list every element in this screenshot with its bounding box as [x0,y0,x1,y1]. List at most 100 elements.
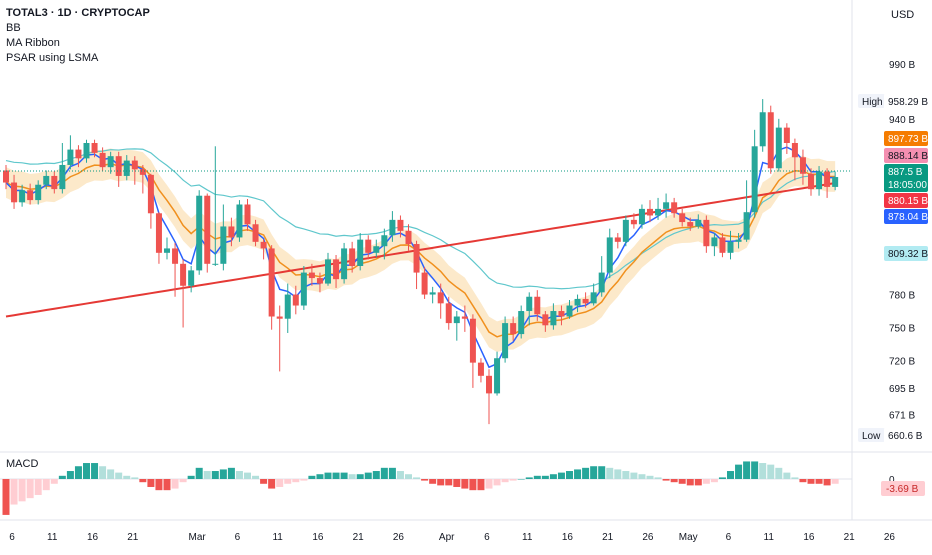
x-tick-label: Mar [189,532,207,543]
macd-bar [292,479,300,483]
x-tick-label: Apr [439,532,455,543]
candle-body [341,248,348,280]
candle-body [27,190,34,201]
macd-bar [429,479,437,484]
symbol-title[interactable]: TOTAL3 · 1D · CRYPTOCAP [6,7,150,19]
legend-item-psar[interactable]: PSAR using LSMA [6,52,99,64]
macd-bar [493,479,501,486]
price-tag-box [884,428,928,443]
candle-body [19,190,26,203]
price-tag-value: 958.29 B [888,97,928,108]
candle-body [308,272,315,279]
candle-body [767,112,774,169]
macd-bar [139,479,147,483]
macd-bar [702,479,710,484]
price-tag-label: High [862,97,883,108]
macd-bar [727,471,734,479]
candle-body [743,212,750,240]
macd-bar [413,477,421,479]
x-tick-label: 16 [87,532,99,543]
candle-body [413,244,420,273]
candle-body [735,239,742,242]
macd-bar [123,475,131,479]
x-tick-label: 6 [484,532,490,543]
legend-item-bb[interactable]: BB [6,22,21,34]
macd-bar [356,474,364,479]
macd-bar [590,466,598,479]
candle-body [268,248,275,317]
currency-selector[interactable]: USD [891,9,915,21]
candle-body [35,184,42,201]
macd-bar [308,475,316,479]
y-tick-label: 940 B [889,115,915,126]
candle-body [687,222,694,227]
candle-body [727,241,734,253]
candle-body [75,149,82,159]
candle-body [526,296,533,312]
candle-body [638,208,645,225]
candle-body [574,298,581,306]
x-tick-label: 21 [602,532,614,543]
macd-bar [2,479,10,515]
x-tick-label: 26 [642,532,654,543]
candle-body [204,195,211,264]
candle-body [3,170,9,183]
macd-bar [396,471,404,479]
macd-bar [549,474,557,479]
macd-bar [453,479,461,487]
y-tick-label: 990 B [889,60,915,71]
candle-body [518,311,525,335]
candle-body [606,237,613,273]
macd-bar [533,475,541,479]
macd-bar [767,464,775,479]
macd-bar [203,471,211,479]
candle-body [461,316,468,319]
legend-item-ma-ribbon[interactable]: MA Ribbon [6,37,60,49]
price-tag-value: 888.14 B [888,151,928,162]
macd-bar [34,479,42,495]
candle-body [381,235,388,247]
candle-body [373,246,380,253]
macd-bar [388,467,396,479]
y-tick-label: 720 B [889,356,915,367]
candle-body [751,146,758,213]
price-tag-box [884,148,928,163]
price-tag-box [884,246,928,261]
x-tick-label: 16 [562,532,574,543]
candle-body [115,156,122,176]
macd-bar [405,474,412,479]
candle-body [719,237,726,253]
candle-body [816,171,823,190]
macd-value-label: -3.69 B [886,484,919,495]
macd-bar [372,471,380,479]
macd-bar [670,479,678,483]
price-tag-box [884,131,928,146]
macd-bar [751,461,759,479]
candle-body [83,142,90,159]
candle-body [510,323,517,335]
candle-body [91,142,98,153]
macd-bar [316,474,324,479]
candle-body [566,305,573,317]
macd-bar [66,471,74,479]
x-tick-label: 6 [9,532,15,543]
macd-bar [324,472,332,479]
y-tick-label: 750 B [889,323,915,334]
macd-bar [421,479,429,481]
macd-bar [252,475,260,479]
macd-pane-label[interactable]: MACD [6,458,39,470]
candle-body [107,156,114,168]
macd-bar [686,479,694,486]
candle-body [284,294,291,319]
candle-body [832,177,839,187]
candle-body [445,303,452,324]
candle-body [59,164,66,190]
macd-bar [348,474,356,479]
candle-body [316,278,323,284]
candle-body [164,248,170,253]
candle-body [775,127,782,169]
macd-bar [340,472,348,479]
macd-value-tag [881,481,925,496]
